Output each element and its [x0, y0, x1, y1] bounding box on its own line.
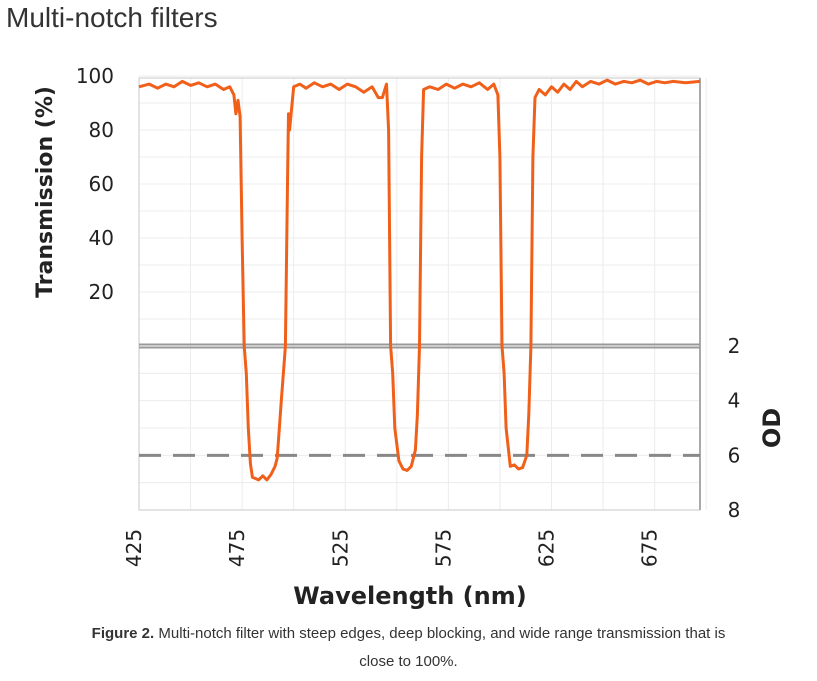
y-left-tick-label: 100 [76, 64, 114, 88]
y-right-tick-label: 4 [728, 389, 741, 413]
x-tick-label: 425 [122, 529, 146, 567]
caption-text: Multi-notch filter with steep edges, dee… [154, 625, 726, 642]
y-right-tick-label: 6 [728, 443, 741, 467]
y-left-tick-label: 60 [89, 172, 114, 196]
y-right-tick-label: 2 [728, 334, 741, 358]
transmission-curve [138, 78, 701, 482]
figure-caption: Figure 2. Multi-notch filter with steep … [0, 620, 817, 676]
page-title: Multi-notch filters [6, 2, 218, 33]
caption-label: Figure 2. [91, 625, 155, 642]
transmission-chart: 425 475 525 575 625 675 100 80 60 40 20 2 4 6 8 Wavelen… [33, 64, 786, 610]
x-tick-label: 675 [638, 529, 662, 567]
x-tick-label: 525 [328, 529, 352, 567]
y-left-tick-label: 40 [89, 226, 114, 250]
x-tick-label: 575 [431, 529, 455, 567]
x-axis-label: Wavelength (nm) [293, 582, 526, 610]
y-left-axis-label: Transmission (%) [33, 86, 58, 298]
y-right-tick-label: 8 [728, 498, 741, 522]
caption-text-2: close to 100%. [359, 653, 458, 670]
y-left-tick-label: 80 [89, 118, 114, 142]
y-left-tick-label: 20 [89, 280, 114, 304]
x-tick-label: 475 [225, 529, 249, 567]
x-tick-label: 625 [535, 529, 559, 567]
y-right-axis-label: OD [758, 408, 786, 448]
